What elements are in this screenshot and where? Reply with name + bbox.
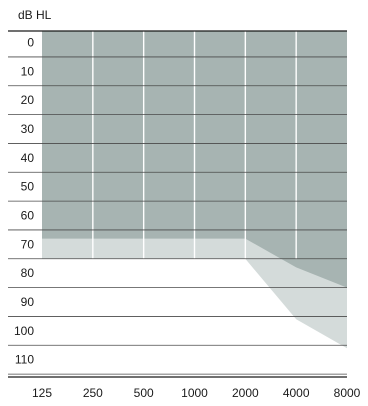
y-tick-label-100: 100 bbox=[14, 324, 34, 338]
x-tick-label-8000: 8000 bbox=[334, 386, 361, 400]
y-tick-label-20: 20 bbox=[21, 93, 35, 107]
y-tick-label-70: 70 bbox=[21, 237, 35, 251]
tick-labels: 0 10 20 30 40 50 60 70 80 90 100 110 125 250 500 1000 20… bbox=[14, 36, 361, 400]
x-tick-label-500: 500 bbox=[134, 386, 154, 400]
y-tick-label-10: 10 bbox=[21, 64, 35, 78]
x-tick-label-4000: 4000 bbox=[283, 386, 310, 400]
range-area-2 bbox=[42, 238, 347, 349]
x-tick-label-125: 125 bbox=[32, 386, 52, 400]
y-tick-label-110: 110 bbox=[15, 353, 34, 367]
x-tick-label-2000: 2000 bbox=[232, 386, 259, 400]
axes bbox=[8, 30, 347, 378]
y-tick-label-80: 80 bbox=[21, 266, 35, 280]
y-axis-unit-label: dB HL bbox=[18, 8, 52, 22]
x-tick-label-250: 250 bbox=[83, 386, 103, 400]
y-tick-label-50: 50 bbox=[21, 180, 35, 194]
x-tick-label-1000: 1000 bbox=[181, 386, 208, 400]
y-tick-label-0: 0 bbox=[27, 36, 34, 50]
grid bbox=[8, 31, 347, 375]
y-tick-label-90: 90 bbox=[21, 295, 35, 309]
y-tick-label-30: 30 bbox=[21, 122, 35, 136]
y-tick-label-40: 40 bbox=[21, 151, 35, 165]
y-tick-label-60: 60 bbox=[21, 209, 35, 223]
